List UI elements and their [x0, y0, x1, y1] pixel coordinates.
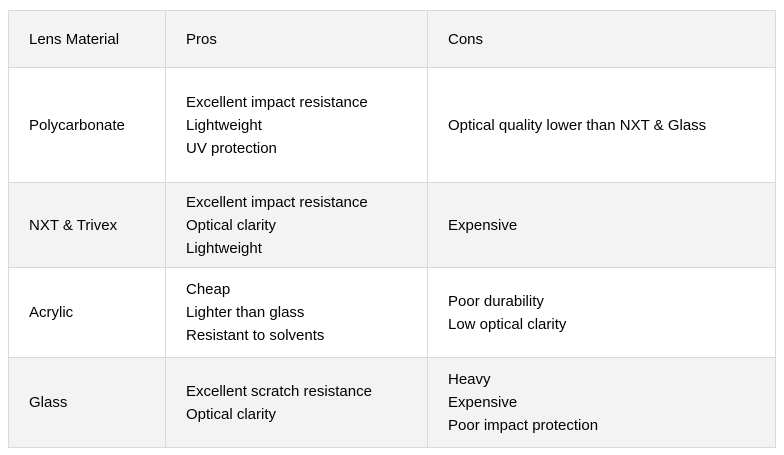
material-cell: Glass [8, 357, 166, 448]
table-body: Polycarbonate Excellent impact resistance… [8, 67, 776, 448]
pros-line: Lightweight [186, 116, 262, 134]
cons-line: Low optical clarity [448, 315, 567, 333]
material-cell: Polycarbonate [8, 67, 166, 183]
table-row: Polycarbonate Excellent impact resistance… [8, 67, 776, 183]
pros-cell: Cheap Lighter than glass Resistant to solv… [165, 267, 428, 358]
header-row: Lens Material Pros Cons [8, 10, 776, 68]
pros-line: Resistant to solvents [186, 327, 325, 344]
pros-line: Lighter than glass [186, 304, 305, 321]
column-header-cons: Cons [427, 10, 776, 68]
column-header-lens-material: Lens Material [8, 10, 166, 68]
table-row: Acrylic Cheap Lighter than glass Resistant … [8, 267, 776, 358]
cons-line: Expensive [448, 394, 518, 411]
pros-line: Excellent impact resistance [186, 93, 368, 111]
cons-line: Poor durability [448, 292, 544, 310]
column-header-pros: Pros [165, 10, 428, 68]
pros-cell: Excellent impact resistance Optical clari… [165, 182, 428, 268]
pros-line: Lightweight [186, 239, 262, 257]
pros-line: Optical clarity [186, 216, 277, 234]
pros-cell: Excellent scratch resistance Optical clar… [165, 357, 428, 448]
pros-line: UV protection [186, 139, 277, 157]
cons-cell: Heavy Expensive Poor impact protection [427, 357, 776, 448]
cons-cell: Optical quality lower than NXT & Glass [427, 67, 776, 183]
pros-line: Excellent scratch resistance [186, 382, 372, 400]
cons-cell: Expensive [427, 182, 776, 268]
material-cell: NXT & Trivex [8, 182, 166, 268]
cons-line: Heavy [448, 371, 491, 388]
pros-line: Optical clarity [186, 405, 277, 423]
cons-line: Poor impact protection [448, 417, 599, 434]
table-row: NXT & Trivex Excellent impact resistance O… [8, 182, 776, 268]
material-cell: Acrylic [8, 267, 166, 358]
pros-line: Cheap [186, 281, 231, 298]
cons-line: Expensive [448, 216, 518, 234]
pros-cell: Excellent impact resistance Lightweight UV… [165, 67, 428, 183]
cons-cell: Poor durability Low optical clarity [427, 267, 776, 358]
cons-line: Optical quality lower than NXT & Glass [448, 116, 707, 134]
lens-materials-table: Lens Material Pros Cons Polycarbonate Exc… [8, 10, 776, 448]
pros-line: Excellent impact resistance [186, 193, 368, 211]
table-header: Lens Material Pros Cons [8, 10, 776, 68]
table-row: Glass Excellent scratch resistance Optical… [8, 357, 776, 448]
